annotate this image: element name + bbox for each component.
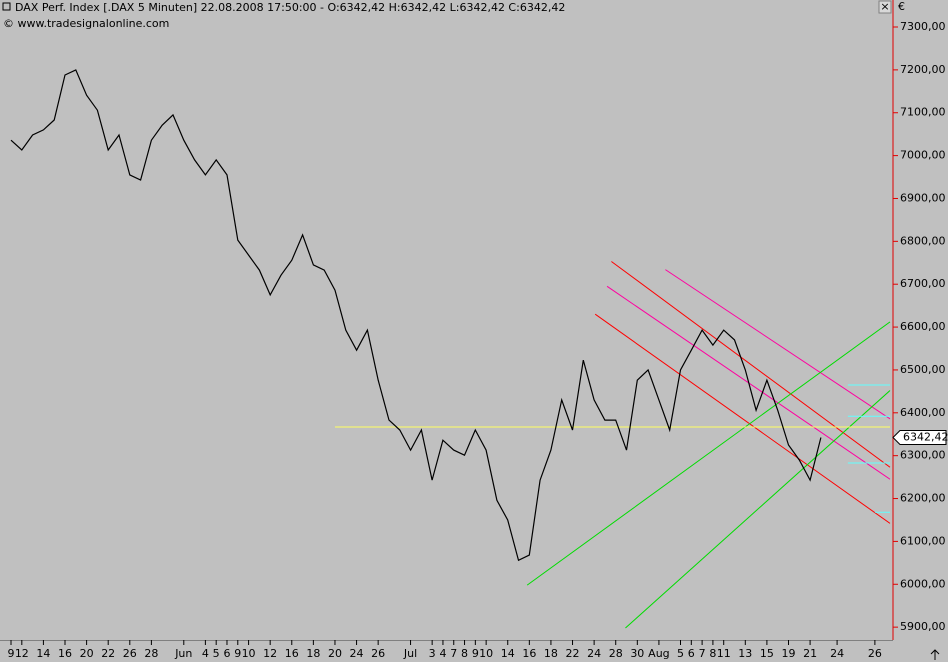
x-tick-label: 24 xyxy=(587,647,601,660)
x-tick-label: 6 xyxy=(688,647,695,660)
x-tick-label: Jul xyxy=(403,647,417,660)
y-tick-label: 7000,00 xyxy=(900,149,946,162)
x-tick-label: 4 xyxy=(439,647,446,660)
x-tick-label: Jun xyxy=(174,647,192,660)
x-tick-label: 4 xyxy=(202,647,209,660)
chart-title: DAX Perf. Index [.DAX 5 Minuten] 22.08.2… xyxy=(15,1,565,14)
y-tick-label: 6900,00 xyxy=(900,191,946,204)
x-tick-label: 16 xyxy=(522,647,536,660)
close-button[interactable] xyxy=(878,0,892,14)
y-tick-label: 6100,00 xyxy=(900,534,946,547)
x-tick-label: 11 xyxy=(717,647,731,660)
x-tick-label: 28 xyxy=(144,647,158,660)
trend-line xyxy=(526,321,891,586)
currency-icon[interactable]: € xyxy=(898,0,905,13)
x-tick-label: 9 xyxy=(472,647,479,660)
x-tick-label: 28 xyxy=(609,647,623,660)
x-tick-label: 12 xyxy=(15,647,29,660)
price-axis-area xyxy=(890,0,948,662)
x-tick-label: 18 xyxy=(544,647,558,660)
x-tick-label: 20 xyxy=(80,647,94,660)
y-tick-label: 6600,00 xyxy=(900,320,946,333)
y-tick-label: 5900,00 xyxy=(900,620,946,633)
trend-line xyxy=(594,313,891,524)
y-tick-label: 6400,00 xyxy=(900,406,946,419)
x-tick-label: 3 xyxy=(429,647,436,660)
x-tick-label: 18 xyxy=(306,647,320,660)
x-tick-label: 26 xyxy=(123,647,137,660)
x-tick-label: 14 xyxy=(36,647,50,660)
x-tick-label: 6 xyxy=(223,647,230,660)
x-tick-label: 24 xyxy=(350,647,364,660)
x-tick-label: 16 xyxy=(58,647,72,660)
x-tick-label: 22 xyxy=(566,647,580,660)
x-tick-label: 10 xyxy=(242,647,256,660)
y-tick-label: 7100,00 xyxy=(900,106,946,119)
y-tick-label: 6500,00 xyxy=(900,363,946,376)
x-tick-label: 9 xyxy=(8,647,15,660)
x-tick-label: 5 xyxy=(677,647,684,660)
y-tick-label: 6000,00 xyxy=(900,577,946,590)
y-tick-label: 7200,00 xyxy=(900,63,946,76)
last-price-box xyxy=(892,429,947,445)
x-tick-label: 20 xyxy=(328,647,342,660)
x-tick-label: 7 xyxy=(699,647,706,660)
window-icon xyxy=(2,2,11,11)
x-tick-label: 7 xyxy=(450,647,457,660)
scroll-arrow[interactable] xyxy=(930,649,940,660)
x-tick-label: 15 xyxy=(760,647,774,660)
chart-subtitle: © www.tradesignalonline.com xyxy=(3,17,169,30)
x-tick-label: 16 xyxy=(285,647,299,660)
x-tick-label: 22 xyxy=(101,647,115,660)
x-tick-label: 13 xyxy=(738,647,752,660)
x-tick-label: 5 xyxy=(213,647,220,660)
trend-line xyxy=(611,261,891,468)
x-tick-label: 21 xyxy=(803,647,817,660)
x-tick-label: 24 xyxy=(830,647,844,660)
x-tick-label: 14 xyxy=(501,647,515,660)
y-tick-label: 6700,00 xyxy=(900,277,946,290)
close-icon[interactable]: × xyxy=(880,0,889,13)
x-tick-label: 12 xyxy=(263,647,277,660)
price-line xyxy=(10,69,822,562)
x-tick-label: 19 xyxy=(781,647,795,660)
last-price-label: 6342,42 xyxy=(903,430,948,443)
trend-line xyxy=(665,269,891,420)
x-tick-label: 8 xyxy=(709,647,716,660)
x-tick-label: 30 xyxy=(630,647,644,660)
x-tick-label: 26 xyxy=(371,647,385,660)
y-tick-label: 7300,00 xyxy=(900,20,946,33)
x-tick-label: 9 xyxy=(234,647,241,660)
x-tick-label: Aug xyxy=(648,647,669,660)
y-tick-label: 6200,00 xyxy=(900,492,946,505)
trend-line xyxy=(625,390,891,629)
x-tick-label: 10 xyxy=(479,647,493,660)
y-tick-label: 6800,00 xyxy=(900,234,946,247)
x-tick-label: 8 xyxy=(461,647,468,660)
x-tick-label: 26 xyxy=(868,647,882,660)
y-tick-label: 6300,00 xyxy=(900,449,946,462)
